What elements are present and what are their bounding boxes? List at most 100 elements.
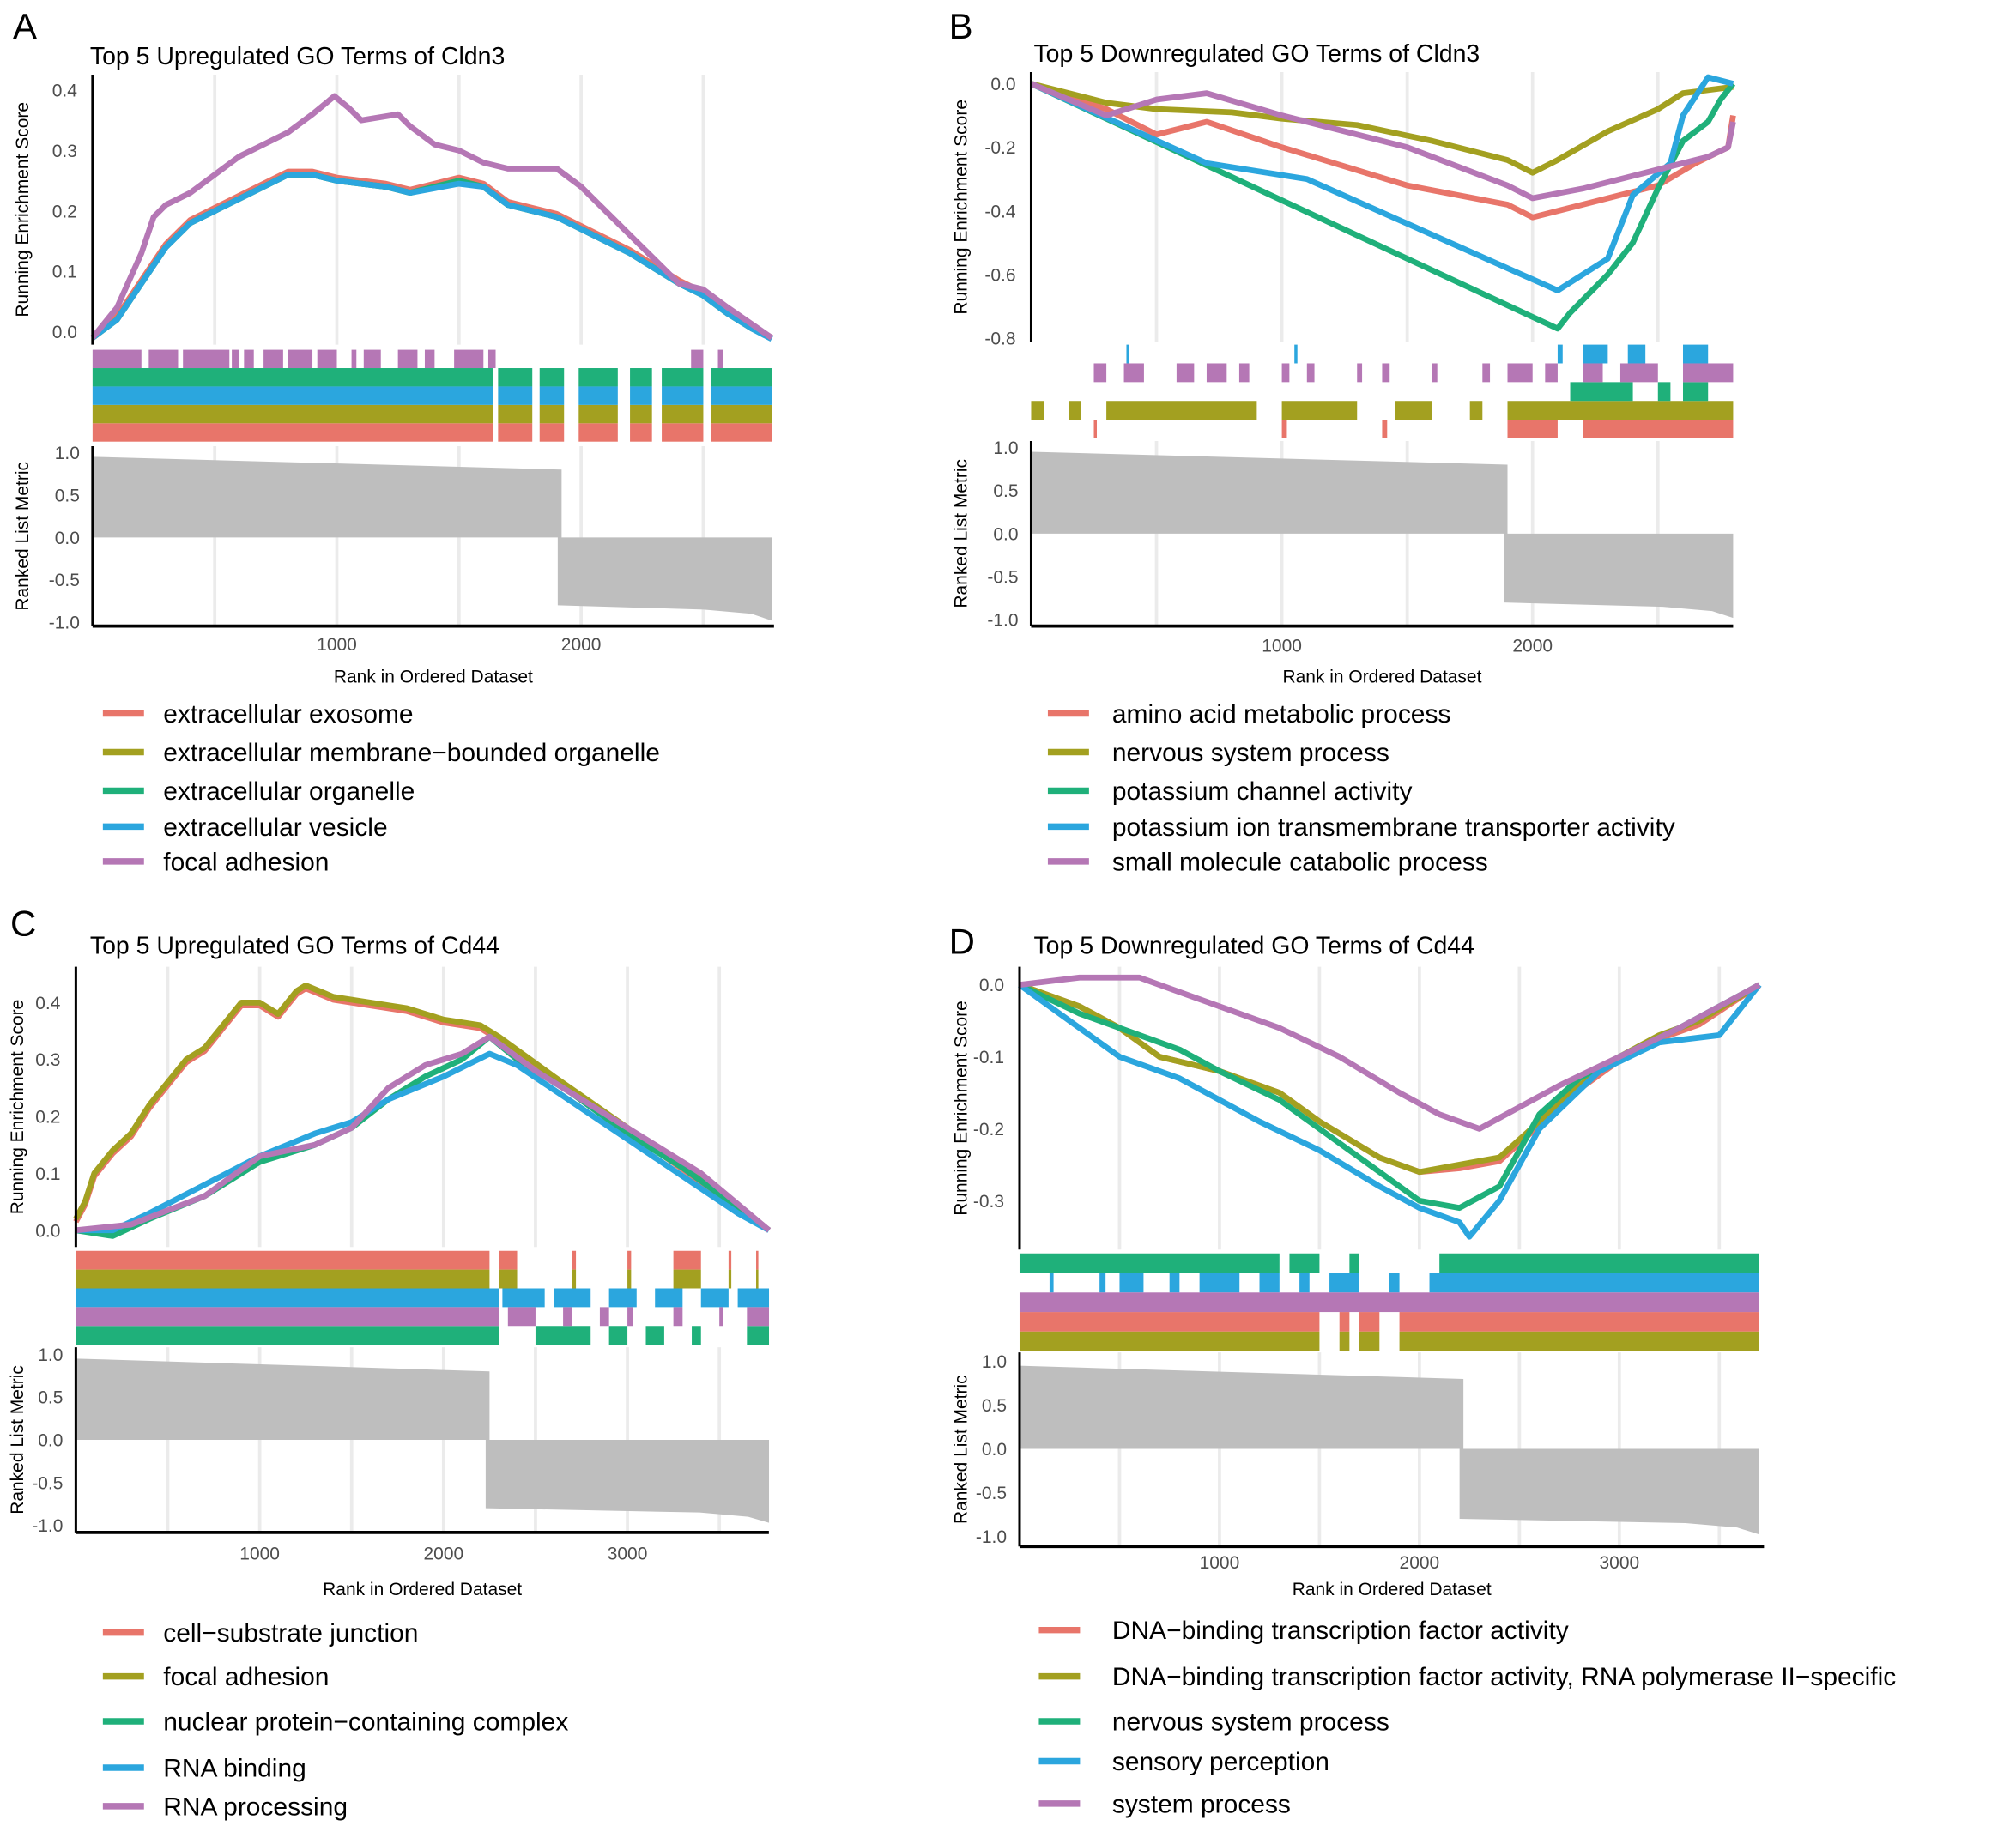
hit-mark [630, 423, 652, 442]
hit-mark [673, 1307, 683, 1327]
es-tick-label: 0.1 [52, 263, 77, 282]
es-tick-label: -0.6 [984, 265, 1015, 285]
hit-mark [627, 1269, 632, 1289]
x-tick-label: 2000 [1400, 1553, 1440, 1573]
hit-mark [1399, 1312, 1759, 1332]
hit-mark [1439, 1253, 1759, 1273]
hit-mark [148, 349, 179, 369]
hit-mark [756, 1269, 759, 1289]
y-axis-label-es: Running Enrichment Score [952, 100, 972, 315]
es-line-1 [1030, 81, 1734, 176]
rank-tick-label: 0.0 [38, 1430, 63, 1450]
es-line-3 [90, 172, 773, 342]
hit-mark [1399, 1331, 1759, 1351]
x-tick-label: 1000 [1262, 637, 1302, 656]
hit-mark [662, 404, 704, 424]
hit-mark [630, 368, 652, 387]
hit-mark [1031, 401, 1044, 420]
es-tick-label: 0.2 [35, 1108, 60, 1128]
rank-tick-label: 0.0 [982, 1440, 1007, 1460]
hit-mark [1570, 382, 1633, 402]
y-axis-label-rank: Ranked List Metric [952, 459, 972, 608]
hit-mark [662, 423, 704, 442]
hit-mark [645, 1326, 664, 1345]
hit-mark [1682, 363, 1734, 383]
rank-tick-label: -1.0 [987, 611, 1018, 631]
hit-mark [1019, 1292, 1759, 1313]
hit-mark [76, 1326, 499, 1345]
legend-label: nervous system process [1112, 739, 1389, 767]
hit-mark [1099, 1273, 1106, 1293]
rank-tick-label: 0.5 [38, 1388, 63, 1408]
x-axis-label: Rank in Ordered Dataset [323, 1580, 522, 1599]
hit-mark [1093, 363, 1107, 383]
hit-mark [499, 1269, 518, 1289]
y-axis-label-rank: Ranked List Metric [13, 462, 33, 611]
hit-mark [1019, 1253, 1280, 1273]
es-tick-label: -0.3 [973, 1192, 1004, 1212]
hit-mark [1389, 1273, 1400, 1293]
es-tick-label: -0.2 [973, 1120, 1004, 1140]
rank-tick-label: -0.5 [987, 567, 1018, 587]
rank-tick-label: 0.5 [993, 481, 1018, 501]
es-tick-label: -0.8 [984, 330, 1015, 349]
hit-mark [502, 1288, 545, 1308]
legend-label: RNA processing [163, 1793, 348, 1821]
hit-mark [1682, 382, 1709, 402]
hit-mark [1119, 1273, 1144, 1293]
rank-tick-label: -0.5 [49, 571, 80, 590]
es-line-2 [90, 172, 773, 341]
panel-c: C Top 5 Upregulated GO Terms of Cd44 0.0 0.… [8, 904, 772, 1821]
hit-mark [1176, 363, 1195, 383]
panel-letter: D [949, 922, 975, 962]
es-line-2 [1018, 982, 1761, 1212]
hit-mark [1294, 344, 1298, 364]
hit-mark [1329, 1273, 1360, 1293]
y-axis-label-es: Running Enrichment Score [13, 102, 33, 317]
hit-mark [1206, 363, 1227, 383]
chart-title: Top 5 Upregulated GO Terms of Cd44 [90, 933, 499, 960]
hit-mark [535, 1326, 591, 1345]
hit-mark [363, 349, 381, 369]
es-tick-label: 0.3 [52, 142, 77, 161]
hit-mark [498, 368, 533, 387]
hit-mark [1349, 1253, 1360, 1273]
hit-mark [1123, 363, 1144, 383]
hit-mark [710, 386, 772, 405]
es-line-3 [1030, 74, 1734, 293]
es-line-4 [90, 93, 774, 341]
rank-tick-label: 1.0 [993, 438, 1018, 458]
hit-mark [700, 1288, 729, 1308]
rank-tick-label: 0.5 [55, 486, 80, 505]
rank-tick-label: 0.0 [993, 524, 1018, 544]
hit-mark [630, 404, 652, 424]
legend-label: DNA−binding transcription factor activit… [1112, 1663, 1896, 1691]
hit-mark [599, 1307, 609, 1327]
es-tick-label: 0.0 [979, 976, 1004, 995]
hit-mark [728, 1269, 732, 1289]
hit-mark [351, 349, 357, 369]
rank-tick-label: 1.0 [982, 1352, 1007, 1372]
hit-mark [1289, 1253, 1320, 1273]
x-tick-label: 2000 [1512, 637, 1553, 656]
hit-mark [1583, 420, 1734, 438]
hit-mark [1619, 363, 1658, 383]
hit-mark [1482, 363, 1491, 383]
hit-mark [539, 423, 565, 442]
legend-label: nuclear protein−containing complex [163, 1708, 568, 1737]
hit-mark [673, 1269, 701, 1289]
rank-tick-label: 0.5 [982, 1396, 1007, 1416]
ranked-metric-area [92, 456, 772, 621]
hit-mark [499, 1250, 518, 1270]
hit-mark [710, 368, 772, 387]
hit-mark [1657, 382, 1671, 402]
hit-mark [1429, 1273, 1759, 1293]
es-tick-label: 0.1 [35, 1164, 60, 1184]
hit-mark [288, 349, 313, 369]
hit-mark [572, 1269, 577, 1289]
y-axis-label-es: Running Enrichment Score [8, 1000, 27, 1215]
x-tick-label: 2000 [561, 635, 602, 655]
ranked-metric-area [1019, 1365, 1759, 1535]
hit-mark [1557, 344, 1563, 364]
